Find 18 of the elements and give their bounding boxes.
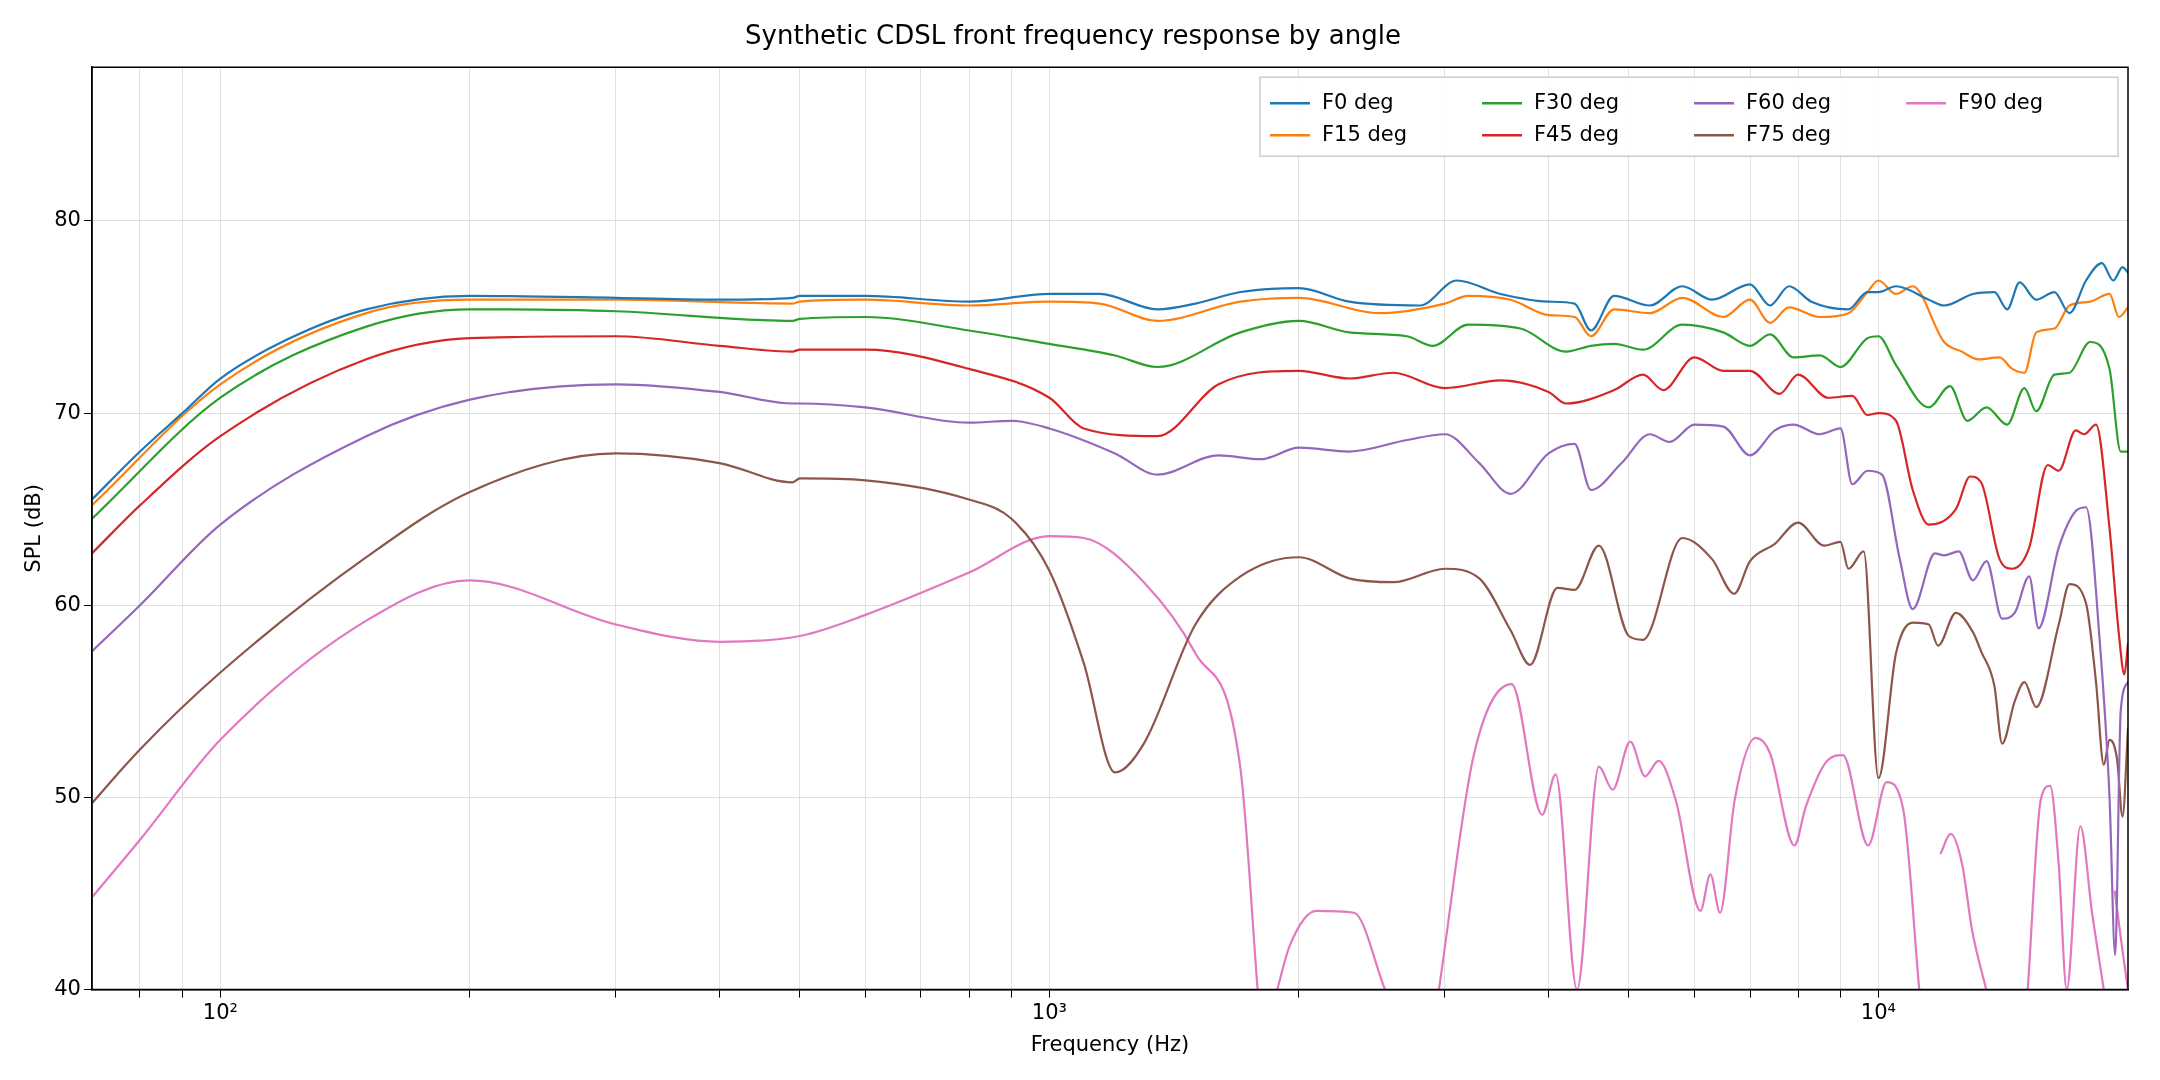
legend-label: F75 deg [1746,121,1832,146]
y-axis-title: SPL (dB) [21,484,46,573]
x-axis-title: Frequency (Hz) [1030,1031,1190,1056]
x-tick-label: 10⁴ [1860,999,1896,1024]
legend-label: F0 deg [1322,89,1394,114]
y-tick-label: 50 [54,783,81,808]
y-tick-label: 80 [54,207,81,232]
legend-label: F90 deg [1958,89,2044,114]
legend-label: F15 deg [1322,121,1408,146]
legend-label: F30 deg [1534,89,1620,114]
x-tick-label: 10³ [1031,999,1067,1024]
chart-title: Synthetic CDSL front frequency response by angle [745,20,1401,51]
y-tick-label: 40 [54,976,81,1001]
y-tick-label: 70 [54,399,81,424]
legend-label: F60 deg [1746,89,1832,114]
legend-label: F45 deg [1534,121,1620,146]
x-tick-label: 10² [202,999,238,1024]
y-tick-label: 60 [54,591,81,616]
